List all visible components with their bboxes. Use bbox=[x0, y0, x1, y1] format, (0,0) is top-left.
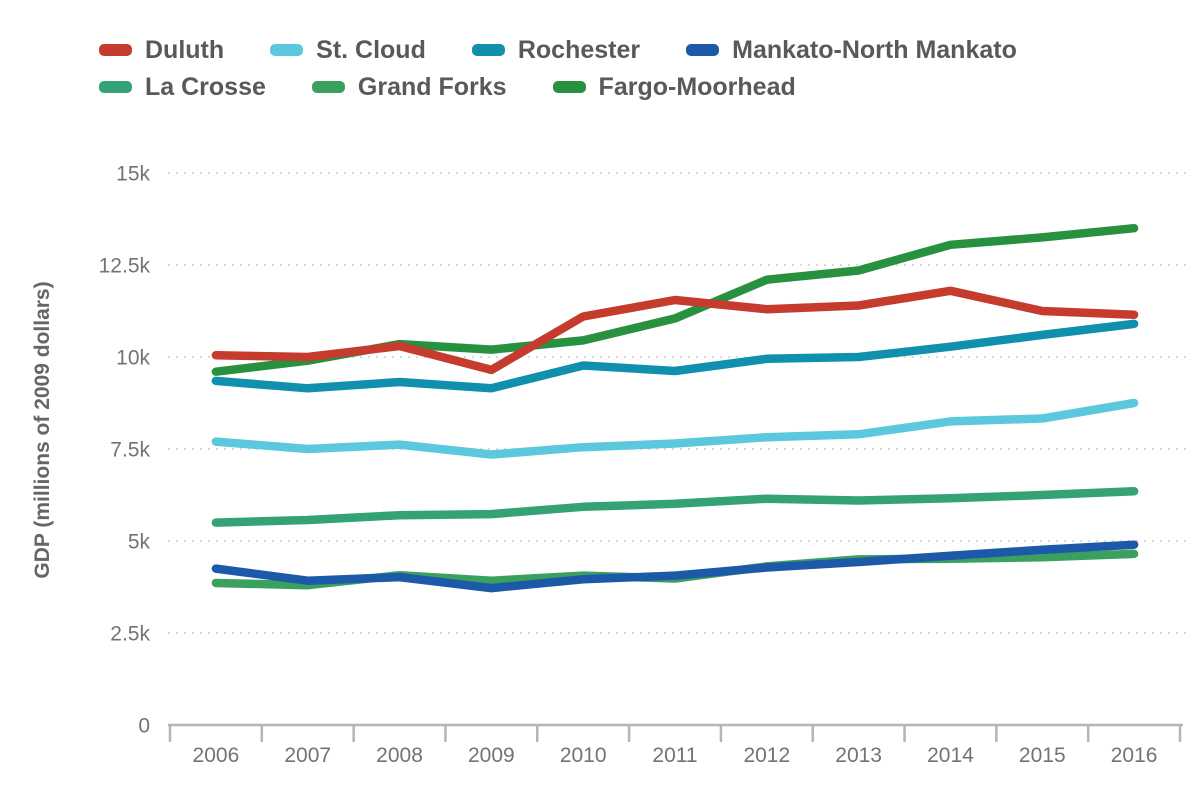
y-tick-label-7-5k: 7.5k bbox=[110, 439, 150, 462]
y-tick-label-0: 0 bbox=[138, 715, 150, 738]
y-tick-label-5k: 5k bbox=[128, 531, 151, 554]
series-line-rochester bbox=[211, 319, 1139, 393]
x-tick-label-2015: 2015 bbox=[1019, 744, 1066, 767]
legend-swatch bbox=[686, 44, 720, 56]
series-line-mankato-north-mankato bbox=[211, 540, 1139, 593]
legend-swatch bbox=[552, 81, 586, 93]
legend-item-mankato-north-mankato[interactable]: Mankato-North Mankato bbox=[686, 36, 1017, 64]
legend-swatch bbox=[270, 44, 304, 56]
x-tick-label-2010: 2010 bbox=[560, 744, 607, 767]
y-tick-label-12-5k: 12.5k bbox=[99, 255, 151, 278]
y-tick-label-15k: 15k bbox=[116, 163, 150, 186]
x-tick-label-2006: 2006 bbox=[193, 744, 240, 767]
legend-item-duluth[interactable]: Duluth bbox=[99, 36, 224, 64]
legend-item-fargo-moorhead[interactable]: Fargo-Moorhead bbox=[552, 72, 796, 101]
x-tick-label-2012: 2012 bbox=[743, 744, 790, 767]
legend-label: Rochester bbox=[517, 35, 641, 64]
x-tick-label-2011: 2011 bbox=[652, 744, 697, 767]
series-line-st-cloud bbox=[211, 398, 1139, 459]
x-tick-label-2013: 2013 bbox=[835, 744, 882, 767]
legend-swatch bbox=[99, 81, 132, 93]
legend-label: La Crosse bbox=[145, 72, 266, 101]
x-tick-label-2007: 2007 bbox=[284, 744, 331, 767]
series-line-la-crosse bbox=[211, 487, 1139, 527]
x-tick-label-2014: 2014 bbox=[927, 744, 974, 767]
x-tick-label-2016: 2016 bbox=[1111, 744, 1158, 767]
y-axis-title: GDP (millions of 2009 dollars) bbox=[31, 281, 54, 579]
legend: Duluth St. Cloud Rochester Mankato-North Ma… bbox=[99, 36, 1109, 101]
series-line-duluth bbox=[211, 286, 1139, 375]
x-tick-label-2008: 2008 bbox=[376, 744, 423, 767]
legend-item-rochester[interactable]: Rochester bbox=[471, 35, 641, 64]
legend-swatch bbox=[471, 44, 505, 56]
y-tick-label-10k: 10k bbox=[116, 347, 150, 370]
legend-label: Grand Forks bbox=[357, 72, 507, 101]
legend-label: Mankato-North Mankato bbox=[732, 35, 1017, 64]
legend-item-st-cloud[interactable]: St. Cloud bbox=[270, 36, 426, 64]
legend-label: Duluth bbox=[145, 35, 225, 64]
legend-swatch bbox=[311, 81, 345, 93]
legend-label: Fargo-Moorhead bbox=[598, 72, 796, 101]
legend-swatch bbox=[99, 44, 132, 56]
x-tick-label-2009: 2009 bbox=[468, 744, 515, 767]
y-tick-label-2-5k: 2.5k bbox=[110, 623, 150, 646]
legend-item-grand-forks[interactable]: Grand Forks bbox=[311, 72, 507, 101]
legend-item-la-crosse[interactable]: La Crosse bbox=[99, 73, 266, 101]
legend-label: St. Cloud bbox=[316, 35, 426, 64]
